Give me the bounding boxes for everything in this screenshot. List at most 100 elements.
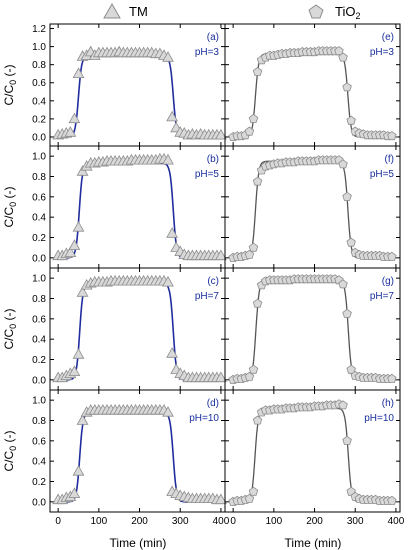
panel-h: 0 100 200 300 400 (h) pH=10 <box>224 389 405 527</box>
ph-label: pH=5 <box>195 169 220 180</box>
x-tick-label: 400 <box>388 516 405 527</box>
panel-c: 0.0 0.2 0.4 0.6 0.8 1.0 (c) pH=7 <box>32 267 227 391</box>
x-tick-label: 200 <box>131 516 148 527</box>
x-tick-label: 200 <box>306 516 323 527</box>
y-axis-label: C/C0 (-) <box>2 64 18 105</box>
triangle-data-point <box>76 414 89 425</box>
pentagon-data-point <box>338 52 348 62</box>
y-tick-label: 0.4 <box>32 96 46 107</box>
y-axis-label-tail: (-) <box>2 308 16 323</box>
triangle-data-point <box>162 51 174 62</box>
panel-letter: (e) <box>382 32 394 43</box>
y-axis-label-sub: 0 <box>8 446 18 451</box>
ph-label: pH=7 <box>195 291 220 302</box>
triangle-data-point <box>72 220 85 232</box>
triangle-data-point <box>68 365 81 377</box>
triangle-data-point <box>64 246 77 258</box>
pentagon-data-point <box>342 191 352 201</box>
x-tick-label: 100 <box>90 516 107 527</box>
pentagon-data-point <box>387 251 397 261</box>
y-tick-label: 0.4 <box>32 335 46 346</box>
triangle-data-point <box>76 286 89 297</box>
y-tick-label: 1.0 <box>32 396 46 407</box>
triangle-data-point <box>162 153 174 165</box>
triangle-data-point <box>215 493 227 505</box>
y-axis-labels: C/C0 (-)C/C0 (-)C/C0 (-)C/C0 (-) <box>2 64 18 471</box>
y-tick-label: 1.0 <box>32 152 46 163</box>
pentagon-data-point <box>342 435 352 445</box>
triangle-data-point <box>72 464 85 476</box>
pentagon-data-point <box>248 113 259 123</box>
triangle-data-point <box>68 239 81 250</box>
pentagon-data-point <box>387 131 397 141</box>
ph-label: pH=10 <box>189 413 219 424</box>
y-tick-label: 0.6 <box>32 78 46 89</box>
y-tick-label: 0.0 <box>32 132 46 143</box>
y-tick-label: 0.6 <box>32 192 46 203</box>
fit-curve <box>58 411 223 503</box>
panel-letter: (g) <box>382 276 394 287</box>
triangle-data-point <box>215 371 227 383</box>
y-tick-label: 0.2 <box>32 355 46 366</box>
y-axis-label-sub: 0 <box>8 324 18 329</box>
y-tick-label: 0.2 <box>32 477 46 488</box>
triangle-data-point <box>76 165 89 176</box>
y-tick-label: 0.4 <box>32 213 46 224</box>
triangle-marker-icon <box>103 2 121 19</box>
legend-label-tm: TM <box>129 4 148 19</box>
legend-label-tio2-main: TiO <box>335 4 355 19</box>
triangle-data-point <box>215 128 227 140</box>
x-tick-label: 400 <box>213 516 230 527</box>
y-tick-label: 0.8 <box>32 416 46 427</box>
triangle-data-point <box>72 67 85 78</box>
pentagon-data-point <box>342 308 352 318</box>
x-tick-label: 100 <box>265 516 282 527</box>
pentagon-data-point <box>338 159 348 169</box>
triangle-data-point <box>166 227 178 238</box>
pentagon-data-point <box>346 364 356 374</box>
pentagon-data-point <box>342 82 352 92</box>
pentagon-data-point <box>338 279 348 289</box>
legend-label-tio2: TiO2 <box>335 4 360 21</box>
legend-label-tio2-sub: 2 <box>355 11 360 21</box>
triangle-data-point <box>68 487 81 499</box>
pentagon-data-point <box>338 400 348 410</box>
panel-frame <box>224 389 401 513</box>
y-axis-label-main: C/C <box>2 329 16 350</box>
y-axis-label-main: C/C <box>2 207 16 228</box>
ph-label: pH=3 <box>370 47 395 58</box>
pentagon-data-point <box>252 415 263 425</box>
fit-curve <box>58 54 223 138</box>
ph-label: pH=5 <box>370 169 395 180</box>
panel-a: 0.0 0.2 0.4 0.6 0.8 1.0 1.2 (a) pH=3 <box>32 23 227 147</box>
y-tick-label: 0.6 <box>32 314 46 325</box>
pentagon-data-point <box>252 176 263 186</box>
y-tick-label: 0.0 <box>32 497 46 508</box>
figure-legend: TM TiO2 <box>103 2 360 21</box>
y-axis-label-sub: 0 <box>8 202 18 207</box>
pentagon-data-point <box>244 126 255 136</box>
triangle-data-point <box>72 348 85 359</box>
pentagon-data-point <box>252 66 263 76</box>
panel-letter: (f) <box>385 154 394 165</box>
y-axis-label-tail: (-) <box>2 64 16 79</box>
y-tick-label: 0.8 <box>32 172 46 183</box>
triangle-data-point <box>162 406 174 417</box>
panel-d: 0.0 0.2 0.4 0.6 0.8 1.0 0 100 200 300 400 (d) pH=10 <box>32 389 230 527</box>
triangle-data-point <box>162 275 174 287</box>
pentagon-data-point <box>346 115 356 125</box>
x-axis-label-left: Time (min) <box>110 536 167 550</box>
panel-f: (f) pH=5 <box>224 145 401 269</box>
y-tick-label: 0.2 <box>32 114 46 125</box>
panel-b: 0.0 0.2 0.4 0.6 0.8 1.0 (b) pH=5 <box>32 145 227 269</box>
pentagon-data-point <box>244 371 255 381</box>
pentagon-data-point <box>387 495 397 505</box>
pentagon-data-point <box>248 486 259 496</box>
x-tick-label: 0 <box>230 516 236 527</box>
panel-frame <box>224 23 401 147</box>
y-tick-label: 1.0 <box>32 42 46 53</box>
x-tick-label: 0 <box>55 516 61 527</box>
y-tick-label: 1.0 <box>32 274 46 285</box>
pentagon-data-point <box>244 493 255 503</box>
